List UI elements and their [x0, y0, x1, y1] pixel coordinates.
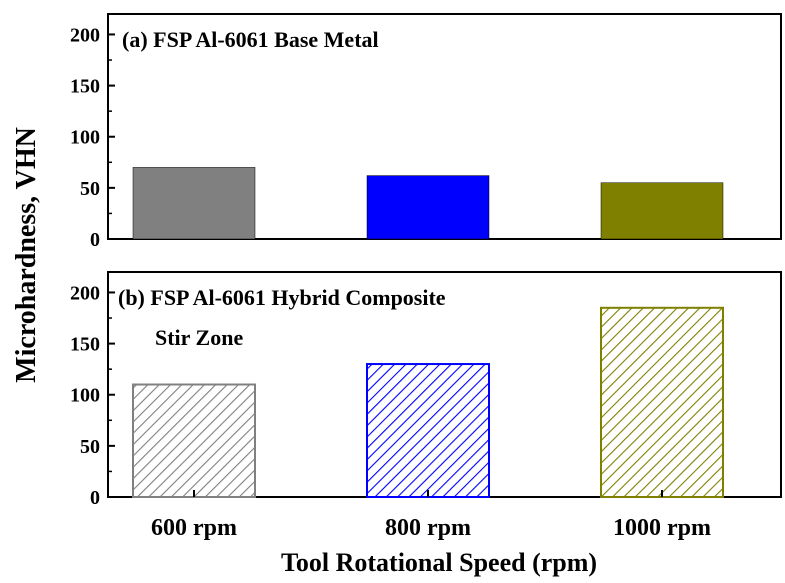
y-tick-label: 50	[80, 436, 100, 458]
x-axis-tick-labels: 600 rpm 800 rpm 1000 rpm	[151, 515, 711, 541]
panel-b-bar-600-rpm	[132, 383, 256, 498]
panel-a-bar-600-rpm	[132, 167, 256, 240]
panel-b-y-axis: 0 50 100 150 200	[70, 282, 115, 509]
panel-a: (a) FSP Al-6061 Base Metal 0 50 100 150 200	[70, 13, 782, 251]
y-tick-label: 150	[70, 76, 100, 98]
panel-a-bars	[132, 167, 724, 240]
panel-b: (b) FSP Al-6061 Hybrid Composite Stir Zo…	[70, 271, 782, 509]
y-tick-label: 100	[70, 385, 100, 407]
x-axis-ticks	[193, 490, 663, 497]
y-tick-label: 50	[80, 178, 100, 200]
x-tick-label: 800 rpm	[385, 515, 471, 541]
panel-a-y-axis: 0 50 100 150 200	[70, 24, 115, 251]
y-tick-label: 0	[90, 229, 100, 251]
y-tick-label: 150	[70, 334, 100, 356]
panel-b-bar-800-rpm	[366, 363, 490, 498]
panel-b-subtitle: Stir Zone	[155, 325, 243, 350]
panel-b-bar-1000-rpm	[600, 306, 724, 498]
x-tick-label: 600 rpm	[151, 515, 237, 541]
y-tick-label: 0	[90, 487, 100, 509]
panel-a-title: (a) FSP Al-6061 Base Metal	[122, 27, 379, 52]
x-axis-title: Tool Rotational Speed (rpm)	[281, 548, 597, 577]
y-tick-label: 200	[70, 282, 100, 304]
x-tick-label: 1000 rpm	[613, 515, 711, 541]
y-axis-title: Microhardness, VHN	[11, 127, 42, 383]
y-tick-label: 100	[70, 127, 100, 149]
panel-a-bar-800-rpm	[366, 175, 490, 240]
panel-b-title: (b) FSP Al-6061 Hybrid Composite	[118, 285, 446, 310]
y-tick-label: 200	[70, 24, 100, 46]
panel-a-bar-1000-rpm	[600, 182, 724, 240]
